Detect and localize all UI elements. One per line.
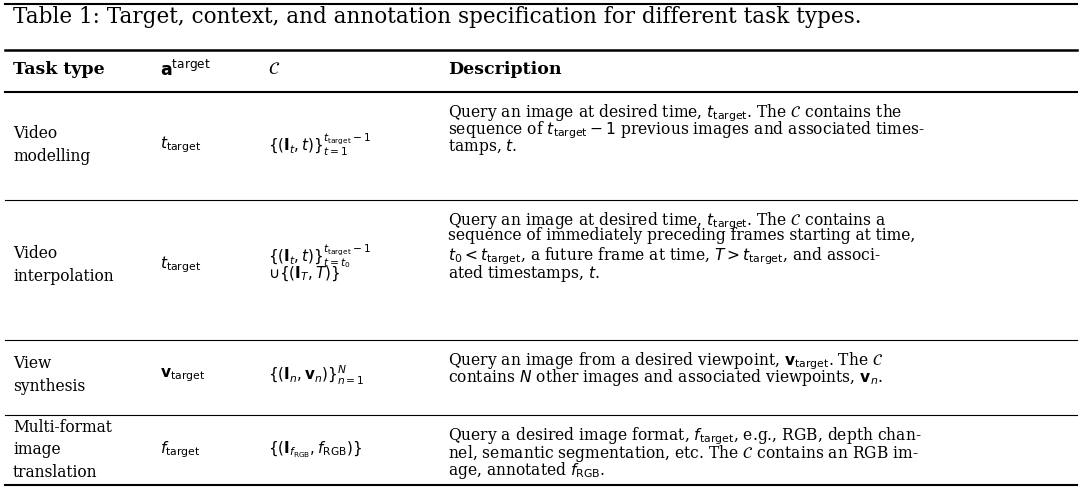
Text: Task type: Task type: [13, 61, 105, 79]
Text: $\{(\mathbf{I}_t, t)\}_{t=t_0}^{t_{\mathrm{target}}-1}$: $\{(\mathbf{I}_t, t)\}_{t=t_0}^{t_{\math…: [268, 242, 370, 270]
Text: Query an image at desired time, $t_{\mathrm{target}}$. The $\mathcal{C}$ contain: Query an image at desired time, $t_{\mat…: [448, 210, 887, 232]
Text: nel, semantic segmentation, etc. The $\mathcal{C}$ contains an RGB im-: nel, semantic segmentation, etc. The $\m…: [448, 443, 919, 464]
Text: Video
modelling: Video modelling: [13, 125, 91, 164]
Text: $\cup\{(\mathbf{I}_T, T)\}$: $\cup\{(\mathbf{I}_T, T)\}$: [268, 264, 340, 283]
Text: Multi-format
image
translation: Multi-format image translation: [13, 419, 112, 481]
Text: $t_{\mathrm{target}}$: $t_{\mathrm{target}}$: [160, 255, 201, 275]
Text: $\{(\mathbf{I}_n, \mathbf{v}_n)\}_{n=1}^{N}$: $\{(\mathbf{I}_n, \mathbf{v}_n)\}_{n=1}^…: [268, 364, 364, 386]
Text: sequence of $t_{\mathrm{target}} - 1$ previous images and associated times-: sequence of $t_{\mathrm{target}} - 1$ pr…: [448, 120, 926, 141]
Text: Video
interpolation: Video interpolation: [13, 245, 113, 285]
Text: age, annotated $f_{\mathrm{RGB}}$.: age, annotated $f_{\mathrm{RGB}}$.: [448, 460, 606, 481]
Text: $\{(\mathbf{I}_t, t)\}_{t=1}^{t_{\mathrm{target}}-1}$: $\{(\mathbf{I}_t, t)\}_{t=1}^{t_{\mathrm…: [268, 132, 370, 158]
Text: Description: Description: [448, 61, 562, 79]
Text: $t_0 < t_{\mathrm{target}}$, a future frame at time, $T > t_{\mathrm{target}}$, : $t_0 < t_{\mathrm{target}}$, a future fr…: [448, 245, 881, 266]
Text: Query an image at desired time, $t_{\mathrm{target}}$. The $\mathcal{C}$ contain: Query an image at desired time, $t_{\mat…: [448, 102, 903, 123]
Text: contains $N$ other images and associated viewpoints, $\mathbf{v}_n$.: contains $N$ other images and associated…: [448, 367, 883, 388]
Text: Query a desired image format, $f_{\mathrm{target}}$, e.g., RGB, depth chan-: Query a desired image format, $f_{\mathr…: [448, 425, 921, 447]
Text: $\mathbf{v}_{\mathrm{target}}$: $\mathbf{v}_{\mathrm{target}}$: [160, 366, 205, 384]
Text: Query an image from a desired viewpoint, $\mathbf{v}_{\mathrm{target}}$. The $\m: Query an image from a desired viewpoint,…: [448, 350, 883, 371]
Text: $f_{\mathrm{target}}$: $f_{\mathrm{target}}$: [160, 440, 200, 460]
Text: Table 1: Target, context, and annotation specification for different task types.: Table 1: Target, context, and annotation…: [13, 6, 862, 28]
Text: $\{(\mathbf{I}_{f_{\mathrm{RGB}}}, f_{\mathrm{RGB}})\}$: $\{(\mathbf{I}_{f_{\mathrm{RGB}}}, f_{\m…: [268, 440, 362, 460]
Text: ated timestamps, $t$.: ated timestamps, $t$.: [448, 263, 600, 284]
Text: tamps, $t$.: tamps, $t$.: [448, 137, 517, 157]
Text: $\mathbf{a}^{\mathrm{target}}$: $\mathbf{a}^{\mathrm{target}}$: [160, 60, 211, 80]
Text: $\mathcal{C}$: $\mathcal{C}$: [268, 61, 280, 79]
Text: $t_{\mathrm{target}}$: $t_{\mathrm{target}}$: [160, 135, 201, 155]
Text: View
synthesis: View synthesis: [13, 355, 85, 395]
Text: sequence of immediately preceding frames starting at time,: sequence of immediately preceding frames…: [448, 227, 916, 244]
